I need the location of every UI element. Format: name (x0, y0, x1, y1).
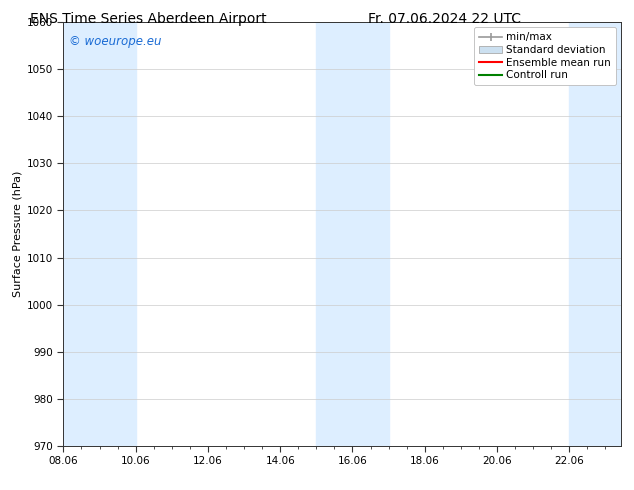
Legend: min/max, Standard deviation, Ensemble mean run, Controll run: min/max, Standard deviation, Ensemble me… (474, 27, 616, 85)
Text: Fr. 07.06.2024 22 UTC: Fr. 07.06.2024 22 UTC (368, 12, 521, 26)
Bar (63, 22, 136, 446)
Bar (316, 22, 389, 446)
Text: ENS Time Series Aberdeen Airport: ENS Time Series Aberdeen Airport (30, 12, 266, 26)
Text: © woeurope.eu: © woeurope.eu (69, 35, 162, 48)
Bar (569, 22, 621, 446)
Y-axis label: Surface Pressure (hPa): Surface Pressure (hPa) (13, 171, 23, 297)
